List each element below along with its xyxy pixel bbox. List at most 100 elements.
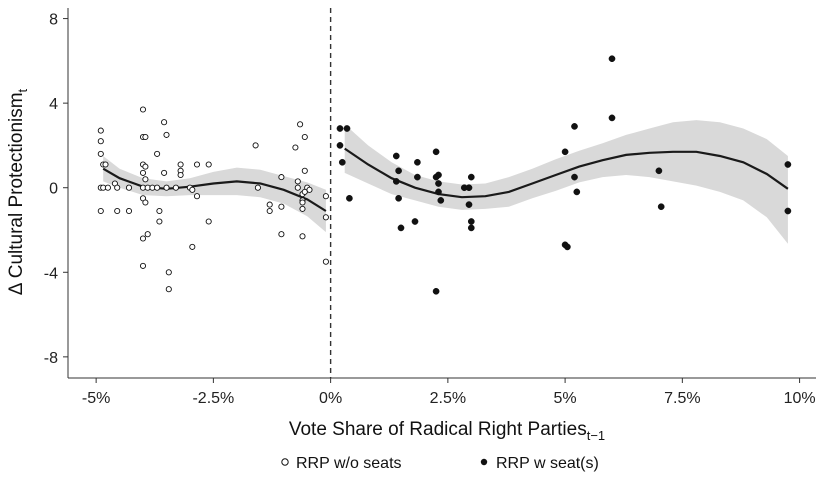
point-without-seats (161, 119, 168, 126)
y-tick-label: -4 (44, 265, 58, 282)
point-with-seats (346, 194, 353, 202)
point-with-seats (655, 167, 663, 175)
point-without-seats (266, 201, 273, 208)
point-without-seats (306, 186, 313, 193)
legend-marker-filled (480, 458, 488, 466)
y-axis-title: Δ Cultural Protectionismt (6, 88, 30, 295)
point-without-seats (142, 163, 149, 170)
confidence-band-right (344, 120, 788, 244)
x-tick-label: -2.5% (192, 390, 234, 407)
point-without-seats (144, 231, 151, 238)
fit-line-right (344, 147, 789, 199)
point-with-seats (338, 158, 346, 166)
point-without-seats (297, 121, 304, 128)
point-without-seats (163, 184, 170, 191)
point-without-seats (301, 167, 308, 174)
data-points (97, 55, 792, 295)
point-without-seats (142, 199, 149, 206)
point-with-seats (392, 178, 400, 185)
point-without-seats (142, 176, 149, 183)
point-without-seats (165, 286, 172, 293)
x-tick-label: 2.5% (430, 390, 466, 407)
point-without-seats (163, 131, 170, 138)
point-with-seats (571, 173, 578, 181)
point-without-seats (97, 127, 104, 134)
point-without-seats (266, 207, 273, 215)
x-tick-label: 7.5% (664, 390, 700, 407)
point-without-seats (139, 106, 147, 113)
point-with-seats (467, 224, 475, 232)
point-with-seats (343, 125, 351, 132)
point-without-seats (139, 169, 147, 176)
point-without-seats (172, 184, 179, 191)
x-tick-label: 5% (554, 390, 577, 407)
point-without-seats (104, 184, 111, 191)
point-with-seats (432, 148, 440, 156)
y-tick-label: -8 (44, 350, 58, 367)
y-tick-label: 8 (49, 12, 58, 29)
point-with-seats (414, 158, 421, 166)
x-axis-title: Vote Share of Radical Right Partiest−1 (289, 419, 605, 443)
point-without-seats (301, 133, 308, 141)
legend-label-with-seats: RRP w seat(s) (496, 455, 599, 472)
point-with-seats (608, 114, 616, 122)
point-without-seats (299, 233, 306, 240)
point-with-seats (467, 173, 475, 181)
point-without-seats (102, 161, 109, 168)
point-without-seats (322, 193, 329, 200)
axes (63, 8, 816, 383)
point-with-seats (435, 188, 442, 196)
point-without-seats (193, 161, 201, 168)
point-without-seats (254, 184, 261, 191)
point-with-seats (336, 125, 344, 132)
fit-line-left (102, 167, 327, 212)
point-with-seats (608, 55, 616, 63)
x-tick-label: 0% (319, 390, 342, 407)
point-with-seats (395, 194, 402, 202)
point-with-seats (397, 224, 405, 232)
point-without-seats (299, 205, 306, 212)
point-without-seats (278, 231, 285, 238)
point-without-seats (278, 174, 285, 181)
point-with-seats (573, 188, 581, 196)
point-with-seats (336, 142, 344, 149)
point-with-seats (395, 167, 402, 175)
point-with-seats (784, 207, 792, 215)
point-without-seats (322, 214, 329, 221)
point-with-seats (411, 218, 419, 225)
y-tick-label: 0 (49, 181, 58, 198)
x-tick-label: -5% (82, 390, 110, 407)
point-with-seats (467, 218, 475, 225)
point-without-seats (161, 169, 168, 176)
point-with-seats (561, 148, 569, 156)
point-without-seats (125, 184, 133, 191)
point-with-seats (564, 243, 571, 251)
point-with-seats (432, 173, 440, 181)
point-with-seats (437, 197, 445, 204)
point-with-seats (392, 152, 400, 160)
point-with-seats (571, 123, 578, 130)
x-tick-label: 10% (784, 390, 816, 407)
point-with-seats (657, 203, 665, 211)
point-without-seats (156, 218, 163, 225)
point-without-seats (139, 235, 147, 242)
point-without-seats (97, 138, 104, 145)
y-tick-label: 4 (49, 96, 58, 113)
point-with-seats (465, 184, 473, 192)
point-without-seats (205, 218, 212, 225)
point-without-seats (292, 144, 299, 151)
point-without-seats (97, 207, 104, 215)
point-without-seats (189, 186, 196, 193)
point-without-seats (125, 207, 133, 215)
tick-labels: -5% -2.5% 0% 2.5% 5% 7.5% 10% -8 -4 0 4 8 (44, 12, 816, 407)
point-with-seats (432, 287, 440, 295)
point-without-seats (252, 142, 259, 149)
point-without-seats (156, 207, 163, 215)
point-without-seats (205, 161, 212, 168)
confidence-bands (103, 120, 788, 244)
legend-marker-hollow (281, 458, 289, 466)
point-without-seats (193, 193, 201, 200)
legend-label-without-seats: RRP w/o seats (296, 455, 402, 472)
point-without-seats (165, 269, 172, 276)
fit-lines (102, 147, 789, 212)
